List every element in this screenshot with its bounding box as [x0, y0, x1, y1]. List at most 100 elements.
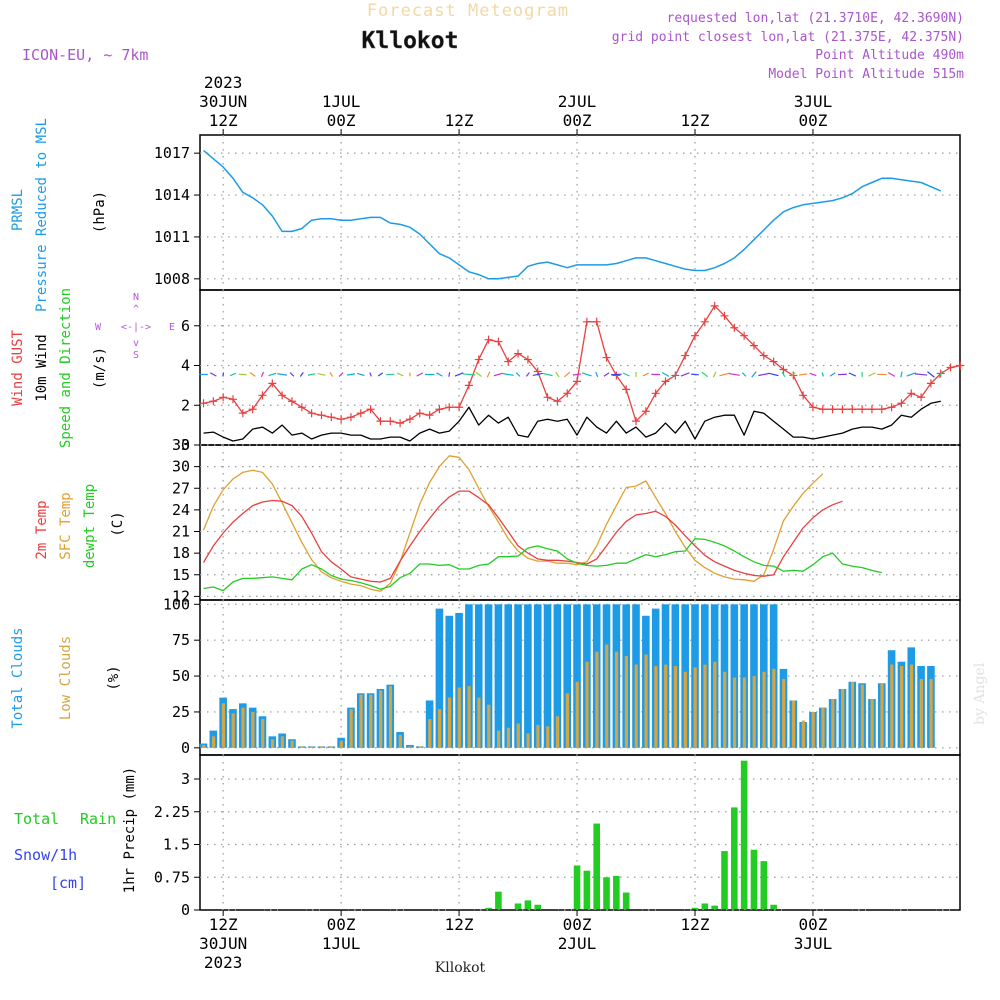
time-label: 2JUL: [558, 934, 597, 953]
gust-marker: [710, 301, 719, 310]
time-label: 00Z: [327, 915, 356, 934]
low-cloud-bar: [831, 699, 835, 748]
gust-marker: [926, 379, 935, 388]
low-cloud-bar: [251, 711, 255, 748]
wind-direction-arrow: [515, 372, 521, 377]
gust-marker: [228, 395, 237, 404]
low-cloud-bar: [428, 719, 432, 748]
y-tick-label: 33: [172, 436, 190, 454]
low-cloud-bar: [487, 704, 491, 748]
wind-direction-arrow: [809, 372, 817, 377]
wind-direction-arrow: [346, 373, 356, 376]
rain-bar: [691, 907, 699, 910]
wind-direction-arrow: [603, 372, 610, 377]
wind-direction-arrow: [581, 372, 592, 377]
y-tick-label: 2: [181, 396, 190, 414]
rain-bar: [485, 907, 492, 910]
low-cloud-bar: [703, 664, 707, 748]
low-cloud-bar: [713, 661, 717, 748]
gust-marker: [858, 405, 867, 414]
compass-north: N: [133, 292, 139, 303]
rain-bar: [534, 904, 542, 910]
time-label: 30JUN: [199, 934, 247, 953]
gust-marker: [582, 317, 591, 326]
gust-marker: [779, 365, 788, 374]
wind-direction-arrow: [768, 372, 779, 377]
gust-marker: [297, 403, 306, 412]
low-cloud-bar: [241, 707, 245, 748]
gust-marker: [946, 363, 955, 372]
gust-marker: [720, 311, 729, 320]
gust-marker: [828, 405, 837, 414]
y-tick-label: 1.5: [163, 836, 190, 854]
rain-bar: [721, 851, 728, 910]
dewpt-line: [203, 538, 882, 592]
meteogram-title: Forecast Meteogram: [367, 1, 569, 21]
pressure-unit: (hPa): [92, 191, 108, 233]
total-cloud-bar: [533, 604, 542, 748]
y-tick-label: 30: [172, 458, 190, 476]
gust-marker: [219, 393, 228, 402]
gust-marker: [327, 413, 336, 422]
low-cloud-bar: [506, 727, 511, 748]
wind-direction-arrow: [222, 372, 225, 377]
wind-direction-arrow: [249, 372, 256, 377]
wind-direction-arrow: [712, 371, 717, 378]
wind-gust-label: Wind GUST: [10, 330, 26, 406]
low-cloud-bar: [359, 694, 363, 748]
total-cloud-bar: [455, 612, 463, 748]
model-label: ICON-EU, ~ 7km: [22, 46, 148, 64]
rain-bar: [770, 904, 777, 910]
wind-direction-arrow: [299, 372, 304, 377]
y-tick-label: 0.75: [154, 868, 190, 886]
gust-marker: [622, 385, 631, 394]
wind-direction-arrow: [701, 371, 709, 378]
y-tick-label: 0: [181, 436, 190, 454]
time-label: 2023: [204, 953, 243, 972]
wind-direction-arrow: [238, 373, 247, 376]
snow-label: Snow/1h: [14, 846, 77, 864]
wind-direction-arrow: [719, 372, 730, 377]
y-tick-label: 100: [163, 595, 190, 613]
gust-marker: [592, 317, 601, 326]
low-cloud-bar: [644, 654, 648, 748]
rain-bar: [711, 905, 718, 910]
gust-marker: [651, 389, 660, 398]
gust-marker: [848, 405, 857, 414]
wind-direction-arrow: [868, 372, 876, 377]
rain-bar: [760, 861, 768, 910]
low-cloud-bar: [880, 683, 884, 748]
rain-bar: [495, 891, 502, 910]
requested-coords: requested lon,lat (21.3710E, 42.3690N): [667, 11, 964, 26]
wind-direction-arrow: [821, 372, 825, 377]
compass-down-arrow: v: [133, 338, 139, 349]
low-cloud-bar: [811, 711, 815, 748]
rain-bar: [750, 849, 758, 910]
wind-direction-arrow: [781, 371, 786, 378]
wind-direction-arrow: [938, 370, 944, 379]
gust-marker: [415, 409, 424, 418]
low-cloud-bar: [850, 681, 855, 748]
low-cloud-bar: [349, 709, 353, 748]
low-cloud-bar: [742, 677, 746, 748]
total-cloud-bar: [553, 604, 562, 748]
time-label: 12Z: [681, 915, 710, 934]
wind-direction-arrow: [674, 372, 677, 377]
gust-marker: [474, 355, 483, 364]
wind-direction-arrow: [799, 373, 808, 376]
low-cloud-bar: [467, 686, 471, 748]
low-cloud-bar: [605, 644, 609, 748]
credit-text: by Angel: [972, 662, 988, 725]
low-cloud-bar: [890, 664, 894, 748]
rain-bar: [740, 760, 748, 910]
temp-dewpt-label: dewpt Temp: [82, 484, 98, 568]
wind-direction-arrow: [454, 372, 464, 377]
wind-direction-arrow: [448, 372, 451, 377]
y-tick-label: 0: [181, 739, 190, 757]
low-cloud-bar: [762, 671, 766, 748]
point-altitude: Point Altitude 490m: [815, 48, 964, 63]
low-cloud-bar: [231, 713, 235, 748]
total-cloud-bar: [445, 615, 454, 748]
wind-direction-arrow: [751, 371, 757, 378]
